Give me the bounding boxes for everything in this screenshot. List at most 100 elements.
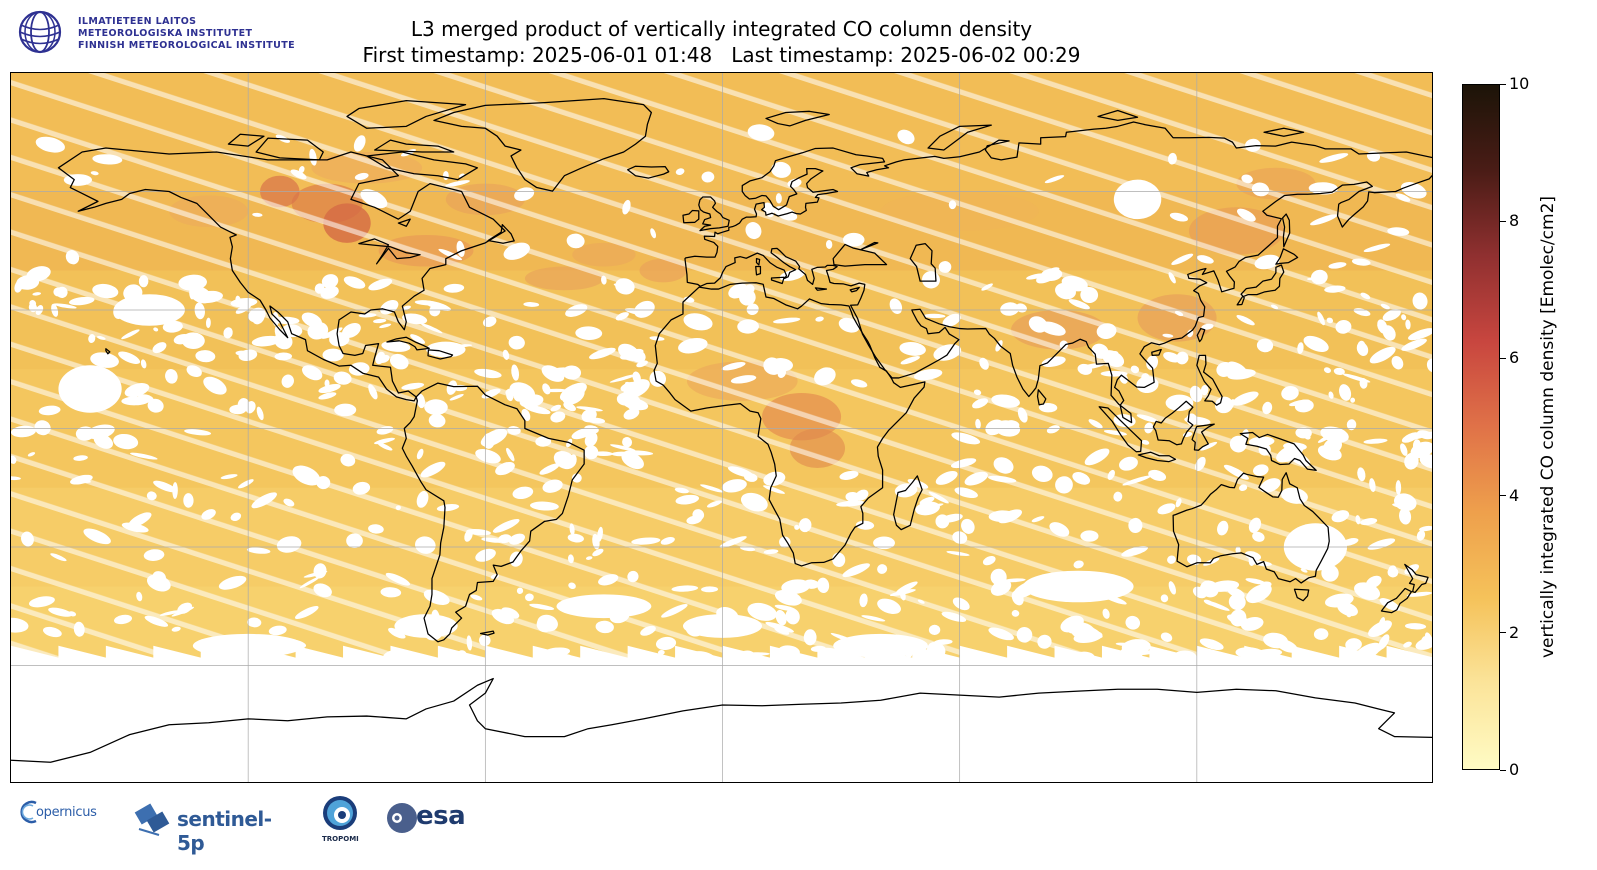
coastline-hudson-bay-south xyxy=(397,218,411,227)
missing-data-patch xyxy=(934,639,953,645)
missing-data-patch xyxy=(38,405,61,416)
missing-data-patch xyxy=(220,474,238,480)
missing-data-patch xyxy=(251,492,277,509)
missing-data-patch xyxy=(935,514,950,529)
missing-data-patch xyxy=(588,347,616,360)
missing-data-patch xyxy=(1263,632,1289,649)
missing-data-patch xyxy=(988,627,1014,641)
missing-data-patch xyxy=(416,448,424,460)
missing-data-patch xyxy=(1194,456,1206,472)
missing-data-patch xyxy=(466,635,473,651)
missing-data-patch xyxy=(1270,304,1279,310)
missing-data-patch xyxy=(1405,319,1411,330)
missing-data-patch xyxy=(1346,419,1357,431)
missing-data-patch xyxy=(1037,634,1052,649)
missing-data-patch xyxy=(1260,478,1281,493)
missing-data-patch xyxy=(839,470,859,480)
coastline-banks-is xyxy=(227,133,265,147)
missing-data-patch xyxy=(1248,551,1257,566)
missing-data-patch xyxy=(1294,399,1314,413)
missing-data-patch xyxy=(721,362,746,371)
missing-data-patch xyxy=(475,448,501,464)
missing-data-patch xyxy=(281,324,303,338)
colorbar-label: vertically integrated CO column density … xyxy=(1538,195,1558,659)
missing-data-patch xyxy=(982,555,996,566)
missing-data-patch xyxy=(1059,340,1069,350)
missing-data-patch xyxy=(1136,376,1159,394)
coastline-new-siberian xyxy=(1263,127,1305,137)
missing-data-patch xyxy=(609,373,638,383)
missing-data-patch xyxy=(1378,634,1390,650)
coastline-tasmania xyxy=(1293,588,1310,602)
missing-data-patch xyxy=(1061,275,1088,292)
missing-data-patch xyxy=(352,481,371,495)
missing-data-patch xyxy=(946,550,970,556)
missing-data-patch xyxy=(1203,599,1215,606)
missing-data-patch xyxy=(951,432,981,445)
missing-data-patch xyxy=(973,389,982,396)
missing-data-patch xyxy=(1171,253,1194,265)
missing-data-patch xyxy=(128,512,152,528)
missing-data-patch xyxy=(1408,328,1432,341)
missing-data-patch xyxy=(1401,338,1427,351)
missing-data-patch xyxy=(1323,367,1332,374)
coastline-japan xyxy=(1236,264,1285,306)
missing-data-patch xyxy=(657,650,665,655)
missing-data-patch xyxy=(298,166,305,174)
missing-data-patch xyxy=(492,518,520,533)
missing-data-patch xyxy=(559,382,587,402)
missing-data-patch xyxy=(525,593,534,602)
missing-data-patch xyxy=(825,239,833,249)
missing-data-patch xyxy=(566,233,585,249)
coastline-new-guinea xyxy=(1239,431,1317,472)
missing-data-patch xyxy=(626,395,641,411)
missing-data-patch xyxy=(194,302,205,320)
missing-data-patch xyxy=(410,334,426,344)
missing-data-patch xyxy=(514,187,535,202)
no-data-region xyxy=(11,645,1432,782)
missing-data-patch xyxy=(318,392,337,400)
missing-data-patch xyxy=(1011,590,1024,606)
missing-data-patch xyxy=(541,365,565,382)
missing-data-patch xyxy=(1141,439,1150,445)
missing-data-patch xyxy=(1236,315,1255,326)
missing-data-patch xyxy=(1146,355,1159,370)
missing-data-patch xyxy=(1403,641,1412,648)
missing-data-patch xyxy=(1365,575,1382,589)
coastline-sumatra xyxy=(1098,406,1143,453)
missing-data-patch xyxy=(395,505,401,511)
missing-data-patch xyxy=(71,479,91,483)
missing-data-patch xyxy=(706,500,722,508)
sentinel-wordmark: sentinel-5p xyxy=(177,807,272,855)
missing-data-patch xyxy=(1148,469,1167,481)
missing-data-patch xyxy=(153,480,177,493)
colorbar-tick-label: 6 xyxy=(1509,348,1520,368)
missing-data-patch xyxy=(850,379,868,388)
missing-data-patch xyxy=(246,547,271,554)
missing-data-patch xyxy=(1028,316,1048,333)
missing-data-patch xyxy=(235,303,252,314)
coastline-svalbard xyxy=(765,110,830,127)
missing-data-patch xyxy=(503,242,530,260)
missing-data-patch xyxy=(378,354,390,363)
missing-data-patch xyxy=(592,548,604,557)
missing-data-patch xyxy=(1395,480,1402,495)
missing-data-patch xyxy=(746,303,759,316)
missing-data-patch xyxy=(1387,567,1399,578)
missing-data-patch xyxy=(1201,323,1214,330)
missing-data-patch xyxy=(424,399,448,416)
missing-data-patch xyxy=(942,313,961,327)
co-density-map xyxy=(11,73,1432,782)
missing-data-patch xyxy=(938,261,952,273)
missing-data-patch xyxy=(445,180,470,187)
esa-wordmark: esa xyxy=(416,801,466,831)
missing-data-patch xyxy=(429,305,441,317)
missing-data-mass xyxy=(426,341,466,358)
missing-data-patch xyxy=(385,572,411,586)
colorbar-tick-mark xyxy=(1500,495,1506,497)
missing-data-patch xyxy=(845,491,861,503)
missing-data-patch xyxy=(124,383,150,398)
missing-data-patch xyxy=(373,318,387,324)
missing-data-patch xyxy=(1380,303,1390,310)
missing-data-patch xyxy=(859,593,868,608)
